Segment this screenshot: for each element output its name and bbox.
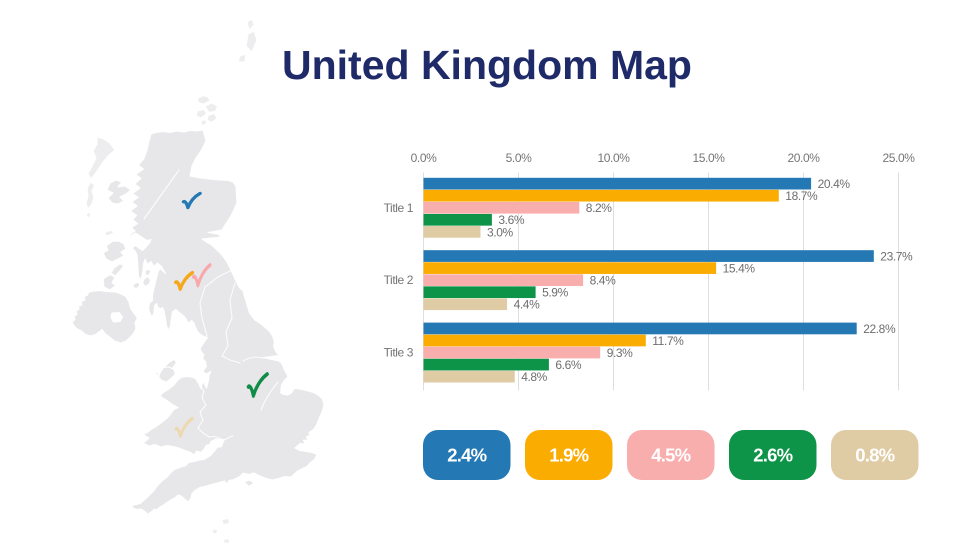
svg-text:4.8%: 4.8%: [521, 370, 547, 384]
svg-text:5.0%: 5.0%: [506, 151, 532, 165]
svg-text:3.0%: 3.0%: [487, 225, 513, 239]
svg-text:4.5%: 4.5%: [651, 445, 690, 466]
svg-text:0.8%: 0.8%: [855, 445, 894, 466]
svg-text:8.4%: 8.4%: [590, 274, 616, 288]
svg-text:Title 1: Title 1: [384, 201, 414, 215]
svg-text:2.6%: 2.6%: [753, 445, 792, 466]
svg-text:6.6%: 6.6%: [555, 358, 581, 372]
svg-text:15.4%: 15.4%: [723, 262, 756, 276]
svg-text:1.9%: 1.9%: [549, 445, 588, 466]
svg-text:18.7%: 18.7%: [785, 189, 818, 203]
svg-text:5.9%: 5.9%: [542, 286, 568, 300]
svg-text:United Kingdom Map: United Kingdom Map: [282, 42, 692, 88]
svg-text:25.0%: 25.0%: [882, 151, 915, 165]
svg-text:11.7%: 11.7%: [652, 334, 684, 348]
svg-text:8.2%: 8.2%: [586, 201, 612, 215]
svg-text:3.6%: 3.6%: [498, 213, 524, 227]
svg-text:22.8%: 22.8%: [863, 322, 896, 336]
svg-text:15.0%: 15.0%: [692, 151, 725, 165]
svg-text:23.7%: 23.7%: [880, 249, 913, 263]
svg-text:0.0%: 0.0%: [411, 151, 437, 165]
svg-text:20.4%: 20.4%: [818, 177, 851, 191]
svg-text:Title 2: Title 2: [384, 273, 414, 287]
svg-text:20.0%: 20.0%: [787, 151, 820, 165]
svg-text:9.3%: 9.3%: [607, 346, 633, 360]
svg-text:2.4%: 2.4%: [447, 445, 486, 466]
svg-text:10.0%: 10.0%: [597, 151, 630, 165]
svg-text:Title 3: Title 3: [384, 346, 414, 360]
svg-text:4.4%: 4.4%: [514, 298, 540, 312]
